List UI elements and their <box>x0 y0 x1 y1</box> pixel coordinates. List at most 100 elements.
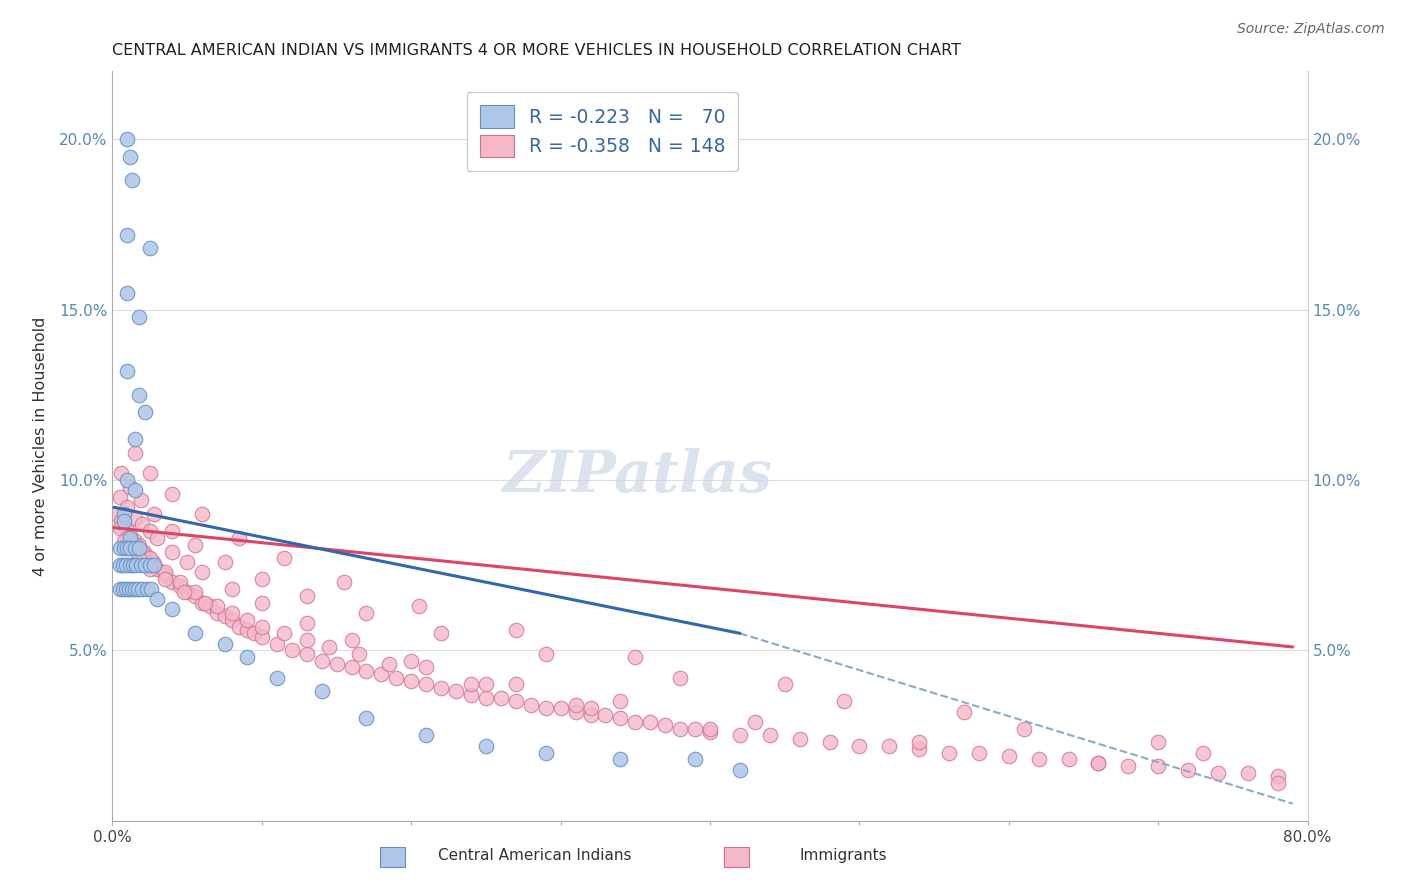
Point <box>127 582 149 596</box>
Point <box>111 582 134 596</box>
Point <box>489 691 512 706</box>
Point <box>609 711 631 725</box>
Point <box>1192 746 1215 760</box>
Point <box>122 558 145 573</box>
Point <box>114 514 135 528</box>
Point <box>550 701 572 715</box>
Point <box>669 722 692 736</box>
Point <box>460 688 482 702</box>
Point <box>415 677 437 691</box>
Point <box>908 742 931 756</box>
Text: Central American Indians: Central American Indians <box>437 848 631 863</box>
Point <box>139 561 162 575</box>
Point <box>146 561 169 575</box>
Point <box>281 643 304 657</box>
Point <box>110 467 132 481</box>
Point <box>141 582 163 596</box>
Point <box>564 698 586 712</box>
Point <box>120 558 142 573</box>
Point <box>128 551 150 566</box>
Point <box>176 555 198 569</box>
Point <box>134 558 156 573</box>
Point <box>401 654 423 668</box>
Point <box>214 555 236 569</box>
Point <box>356 606 378 620</box>
Point <box>124 483 146 498</box>
Point <box>221 582 243 596</box>
Point <box>128 310 150 324</box>
Point <box>108 582 131 596</box>
Point <box>699 722 721 736</box>
Point <box>908 735 931 749</box>
Point <box>169 575 191 590</box>
Point <box>191 565 214 579</box>
Point <box>146 531 169 545</box>
Point <box>236 650 259 665</box>
Point <box>295 589 318 603</box>
Point <box>118 582 141 596</box>
Point <box>115 521 138 535</box>
Point <box>1177 763 1199 777</box>
Point <box>124 538 146 552</box>
Point <box>115 558 138 573</box>
Point <box>475 677 498 691</box>
Point <box>250 619 273 633</box>
Point <box>153 572 176 586</box>
Point <box>879 739 901 753</box>
Point <box>356 711 378 725</box>
Point <box>120 531 142 545</box>
Point <box>128 388 150 402</box>
Point <box>198 599 221 613</box>
Point <box>128 538 150 552</box>
Point <box>1012 722 1035 736</box>
Point <box>848 739 870 753</box>
Point <box>124 510 146 524</box>
Point <box>162 544 183 558</box>
Point <box>534 746 557 760</box>
Point <box>124 432 146 446</box>
Point <box>564 705 586 719</box>
Point <box>117 473 139 487</box>
Point <box>1206 766 1229 780</box>
Point <box>139 242 162 256</box>
Point <box>191 596 214 610</box>
Point <box>408 599 430 613</box>
Point <box>728 729 751 743</box>
Text: Source: ZipAtlas.com: Source: ZipAtlas.com <box>1237 22 1385 37</box>
Point <box>121 582 143 596</box>
Text: Immigrants: Immigrants <box>800 848 887 863</box>
Point <box>1147 735 1170 749</box>
Point <box>183 589 205 603</box>
Point <box>214 636 236 650</box>
Point <box>162 575 183 590</box>
Point <box>311 684 333 698</box>
Point <box>143 507 166 521</box>
Point <box>120 480 142 494</box>
Point <box>579 701 602 715</box>
Point <box>579 708 602 723</box>
Text: CENTRAL AMERICAN INDIAN VS IMMIGRANTS 4 OR MORE VEHICLES IN HOUSEHOLD CORRELATIO: CENTRAL AMERICAN INDIAN VS IMMIGRANTS 4 … <box>112 43 962 58</box>
Point <box>370 667 392 681</box>
Point <box>117 227 139 242</box>
Point <box>124 541 146 556</box>
Point <box>1028 752 1050 766</box>
Point <box>938 746 960 760</box>
Point <box>105 507 128 521</box>
Point <box>266 636 288 650</box>
Point <box>236 613 259 627</box>
Point <box>121 173 143 187</box>
Point <box>624 650 647 665</box>
Point <box>520 698 543 712</box>
Point <box>221 606 243 620</box>
Point <box>340 633 363 648</box>
Point <box>146 592 169 607</box>
Point <box>120 541 142 556</box>
Point <box>789 731 811 746</box>
Point <box>117 132 139 146</box>
Point <box>773 677 796 691</box>
Point <box>415 729 437 743</box>
Point <box>534 647 557 661</box>
Point <box>1147 759 1170 773</box>
Point <box>183 585 205 599</box>
Point <box>131 544 153 558</box>
